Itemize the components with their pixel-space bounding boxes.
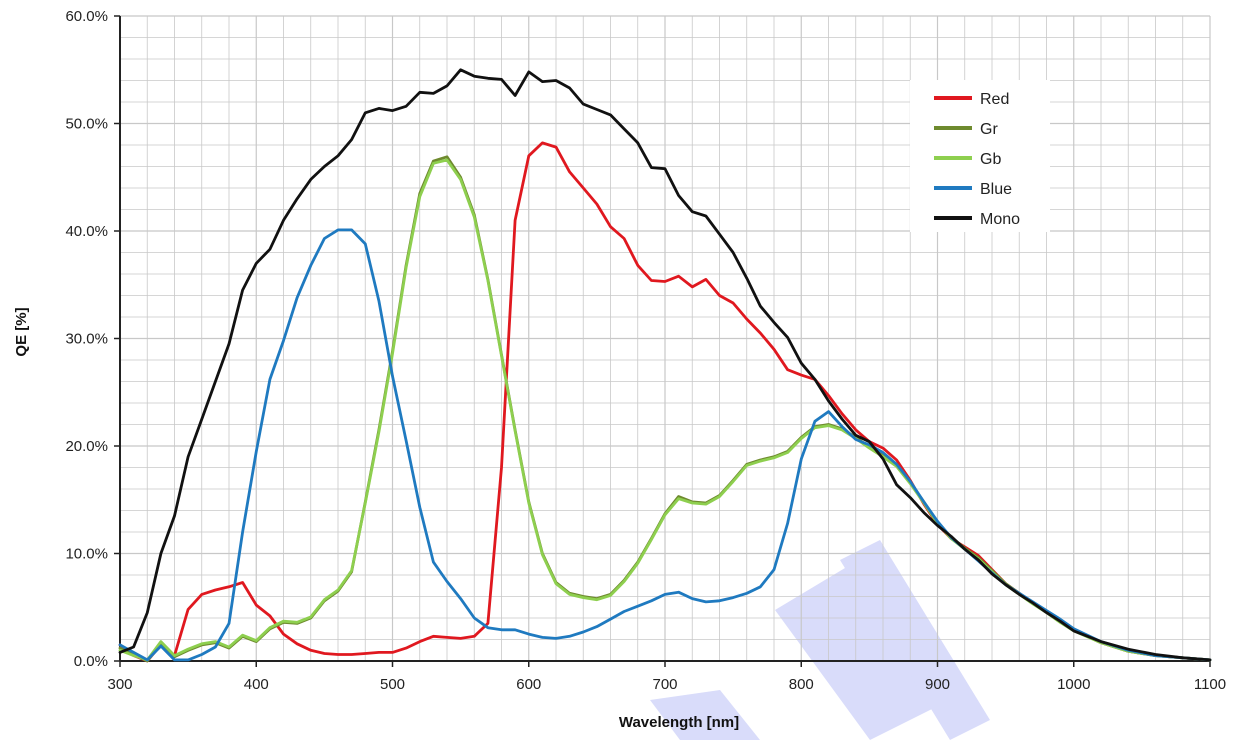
x-tick-label: 800 <box>789 676 814 693</box>
legend-label-gr: Gr <box>980 121 998 138</box>
y-tick-label: 40.0% <box>65 223 108 240</box>
y-tick-label: 10.0% <box>65 546 108 563</box>
legend-label-red: Red <box>980 91 1009 108</box>
x-tick-label: 1000 <box>1057 676 1090 693</box>
y-tick-label: 20.0% <box>65 438 108 455</box>
y-tick-labels: 0.0% 10.0% 20.0% 30.0% 40.0% 50.0% 60.0% <box>65 8 108 670</box>
series-line-mono <box>118 68 1212 662</box>
y-tick-label: 30.0% <box>65 331 108 348</box>
watermark <box>650 540 990 740</box>
x-tick-label: 600 <box>516 676 541 693</box>
y-axis-title: QE [%] <box>13 307 30 356</box>
y-tick-label: 60.0% <box>65 8 108 25</box>
y-tick-label: 0.0% <box>74 653 108 670</box>
legend: Red Gr Gb Blue Mono <box>910 80 1050 232</box>
x-tick-label: 700 <box>652 676 677 693</box>
legend-label-blue: Blue <box>980 181 1012 198</box>
x-tick-label: 900 <box>925 676 950 693</box>
legend-label-mono: Mono <box>980 211 1020 228</box>
legend-box <box>910 80 1050 232</box>
x-tick-label: 300 <box>107 676 132 693</box>
watermark-stroke <box>840 540 990 740</box>
watermark-stroke <box>650 690 760 740</box>
legend-label-gb: Gb <box>980 151 1001 168</box>
watermark-stroke <box>775 562 950 740</box>
x-tick-label: 500 <box>380 676 405 693</box>
y-tick-label: 50.0% <box>65 116 108 133</box>
x-tick-label: 400 <box>244 676 269 693</box>
x-tick-label: 1100 <box>1194 676 1226 693</box>
x-axis-title: Wavelength [nm] <box>619 714 739 731</box>
x-tick-labels: 300 400 500 600 700 800 900 1000 1100 <box>107 676 1226 693</box>
series-lines <box>118 68 1212 663</box>
axes <box>114 15 1211 667</box>
